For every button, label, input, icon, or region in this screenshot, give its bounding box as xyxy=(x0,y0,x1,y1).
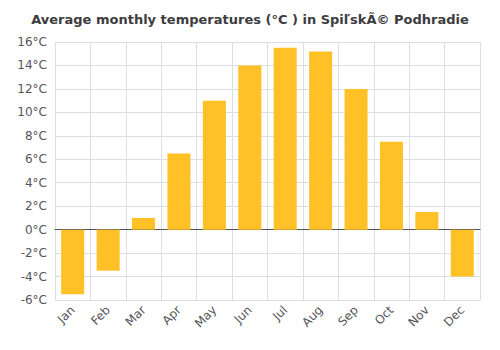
svg-text:2°C: 2°C xyxy=(25,199,47,213)
svg-text:10°C: 10°C xyxy=(17,105,47,119)
svg-text:-6°C: -6°C xyxy=(21,293,47,307)
svg-text:Jun: Jun xyxy=(231,303,255,327)
svg-text:6°C: 6°C xyxy=(25,152,47,166)
svg-text:Apr: Apr xyxy=(159,303,184,328)
svg-text:-2°C: -2°C xyxy=(21,246,47,260)
svg-text:Mar: Mar xyxy=(123,303,149,329)
svg-text:8°C: 8°C xyxy=(25,129,47,143)
svg-text:Average monthly temperatures (: Average monthly temperatures (°C ) in Sp… xyxy=(31,12,469,27)
svg-text:Sep: Sep xyxy=(335,303,361,329)
svg-text:4°C: 4°C xyxy=(25,176,47,190)
svg-text:Nov: Nov xyxy=(405,303,431,329)
svg-text:Dec: Dec xyxy=(441,303,467,329)
svg-text:12°C: 12°C xyxy=(17,82,47,96)
svg-text:May: May xyxy=(192,303,219,330)
svg-text:Feb: Feb xyxy=(88,303,113,328)
svg-text:Oct: Oct xyxy=(372,303,397,328)
svg-text:Jul: Jul xyxy=(269,303,290,324)
svg-text:14°C: 14°C xyxy=(17,58,47,72)
svg-text:Aug: Aug xyxy=(299,303,325,329)
svg-text:-4°C: -4°C xyxy=(21,270,47,284)
svg-text:16°C: 16°C xyxy=(17,35,47,49)
svg-text:0°C: 0°C xyxy=(25,223,47,237)
svg-text:Jan: Jan xyxy=(54,303,78,327)
